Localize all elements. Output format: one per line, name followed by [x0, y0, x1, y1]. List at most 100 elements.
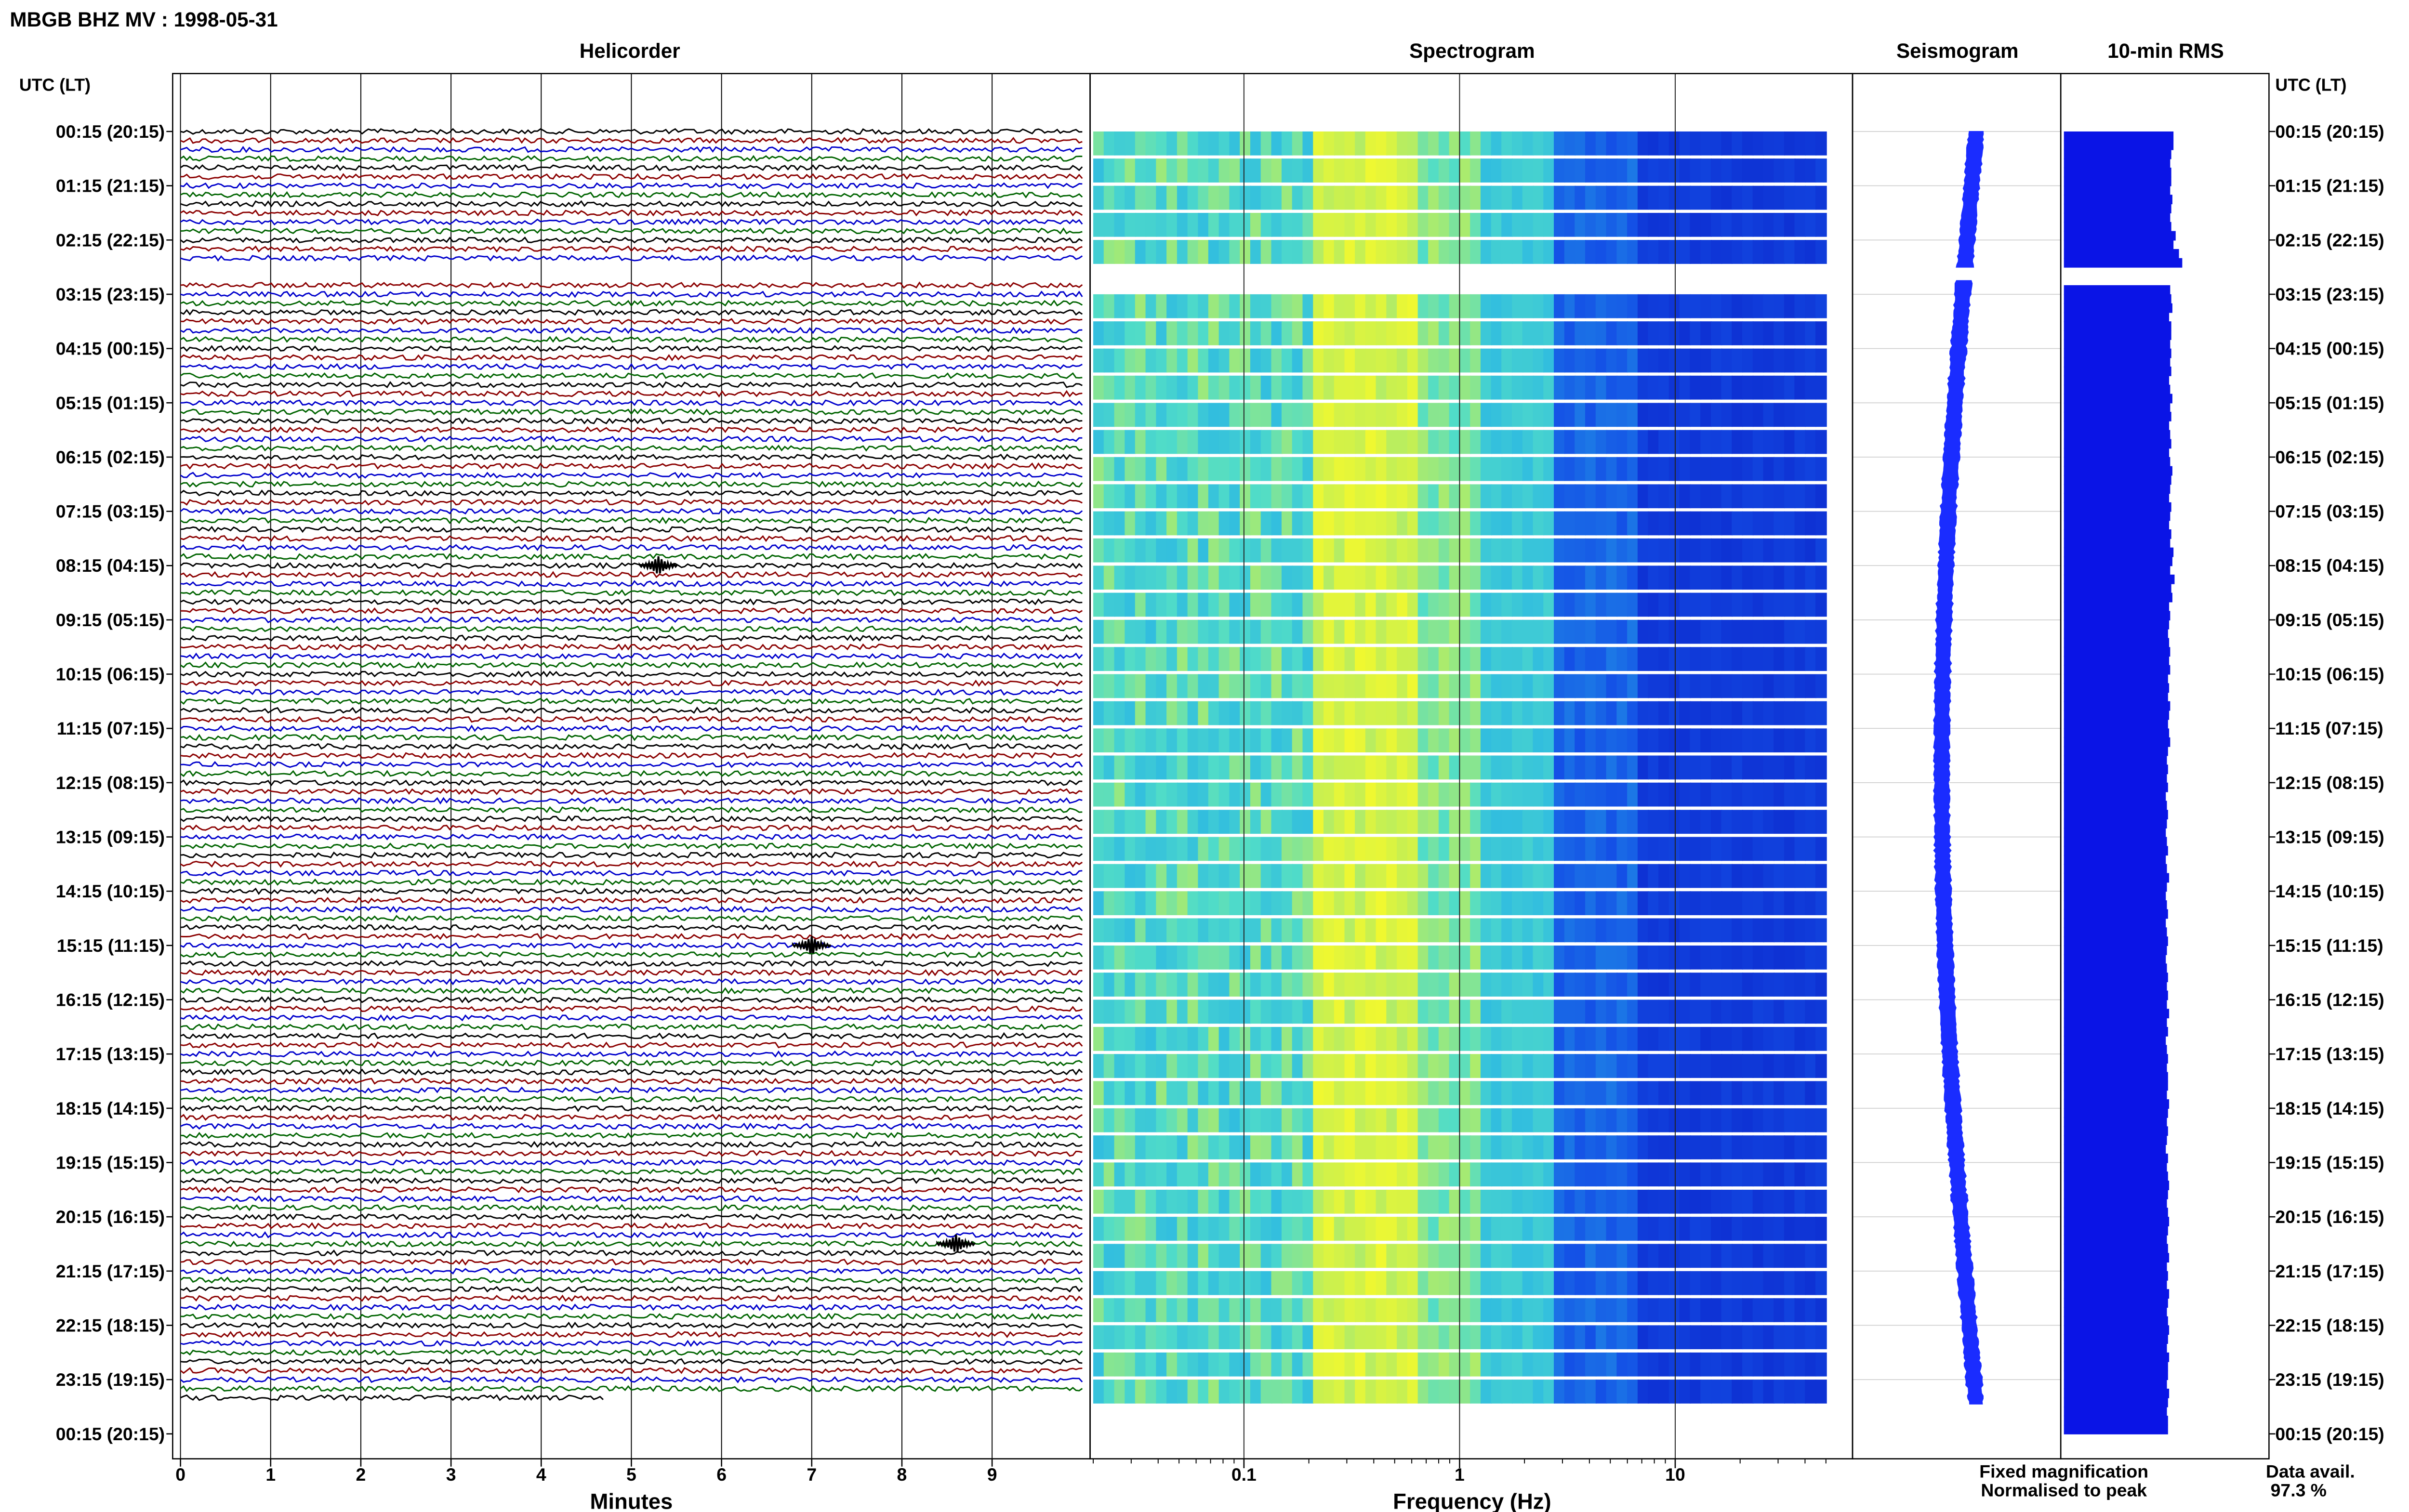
spectrogram-cell — [1240, 864, 1251, 888]
spectrogram-cell — [1156, 755, 1168, 780]
spectrogram-cell — [1763, 728, 1775, 753]
spectrogram-cell — [1742, 1189, 1754, 1214]
spectrogram-cell — [1177, 375, 1189, 400]
spectrogram-cell — [1585, 484, 1597, 509]
spectrogram-cell — [1302, 1108, 1314, 1132]
spectrogram-cell — [1575, 1054, 1586, 1078]
spectrogram-cell — [1198, 212, 1210, 237]
spectrogram-cell — [1271, 674, 1283, 698]
time-label-left: 19:15 (15:15) — [56, 1152, 165, 1172]
spectrogram-cell — [1386, 647, 1398, 671]
spectrogram-cell — [1575, 1352, 1586, 1377]
spectrogram-cell — [1198, 837, 1210, 861]
spectrogram-cell — [1271, 592, 1283, 617]
spectrogram-cell — [1344, 375, 1356, 400]
spectrogram-cell — [1302, 294, 1314, 318]
spectrogram-cell — [1564, 430, 1576, 454]
helicorder-trace — [180, 743, 1083, 750]
spectrogram-cell — [1125, 1026, 1137, 1051]
spectrogram-cell — [1459, 1298, 1471, 1322]
spectrogram-cell — [1386, 1054, 1398, 1078]
spectrogram-cell — [1690, 810, 1702, 834]
spectrogram-cell — [1208, 973, 1220, 997]
spectrogram-cell — [1365, 1054, 1377, 1078]
spectrogram-cell — [1125, 1244, 1137, 1268]
spectrogram-cell — [1774, 1380, 1785, 1404]
spectrogram-cell — [1187, 918, 1199, 943]
spectrogram-cell — [1313, 891, 1324, 915]
spectrogram-cell — [1229, 131, 1241, 156]
spectrogram-cell — [1564, 158, 1576, 183]
spectrogram-cell — [1501, 674, 1513, 698]
spectrogram-cell — [1752, 674, 1764, 698]
spectrogram-cell — [1710, 457, 1722, 481]
spectrogram-cell — [1187, 891, 1199, 915]
helicorder-trace — [180, 960, 1083, 967]
spectrogram-cell — [1732, 674, 1743, 698]
spectrogram-cell — [1438, 946, 1450, 970]
rms-bar — [2064, 185, 2171, 196]
spectrogram-cell — [1187, 1135, 1199, 1159]
spectrogram-cell — [1428, 647, 1440, 671]
spectrogram-cell — [1093, 1271, 1105, 1295]
spectrogram-cell — [1428, 918, 1440, 943]
spectrogram-cell — [1292, 728, 1304, 753]
spectrogram-cell — [1229, 999, 1241, 1024]
spectrogram-cell — [1480, 1135, 1492, 1159]
spectrogram-cell — [1752, 565, 1764, 590]
spectrogram-cell — [1794, 946, 1806, 970]
spectrogram-cell — [1114, 131, 1126, 156]
spectrogram-cell — [1690, 1352, 1702, 1377]
spectrogram-cell — [1250, 1162, 1262, 1187]
spectrogram-cell — [1679, 728, 1691, 753]
spectrogram-cell — [1511, 1162, 1523, 1187]
spectrogram-cell — [1774, 973, 1785, 997]
spectrogram-cell — [1417, 592, 1430, 617]
spectrogram-cell — [1459, 1352, 1471, 1377]
spectrogram-cell — [1774, 348, 1785, 373]
spectrogram-cell — [1428, 782, 1440, 807]
helicorder-trace — [180, 616, 1083, 624]
spectrogram-cell — [1763, 240, 1775, 264]
spectrogram-cell — [1229, 973, 1241, 997]
spectrogram-cell — [1668, 592, 1681, 617]
spectrogram-cell — [1511, 321, 1523, 345]
spectrogram-cell — [1260, 1026, 1272, 1051]
spectrogram-cell — [1637, 1054, 1649, 1078]
helicorder-trace — [180, 164, 1083, 171]
spectrogram-cell — [1449, 1380, 1461, 1404]
helicorder-trace — [180, 281, 1083, 289]
spectrogram-cell — [1470, 1162, 1482, 1187]
spectrogram-cell — [1198, 946, 1210, 970]
spectrogram-cell — [1145, 430, 1157, 454]
spectrogram-cell — [1281, 1162, 1293, 1187]
spectrogram-cell — [1794, 755, 1806, 780]
spectrogram-cell — [1093, 185, 1105, 210]
spectrogram-cell — [1260, 999, 1272, 1024]
spectrogram-cell — [1700, 1189, 1712, 1214]
spectrogram-cell — [1240, 1325, 1251, 1350]
spectrogram-cell — [1135, 131, 1147, 156]
spectrogram-cell — [1459, 728, 1471, 753]
spectrogram-cell — [1554, 592, 1565, 617]
spectrogram-cell — [1752, 1108, 1764, 1132]
spectrogram-cell — [1522, 864, 1534, 888]
rms-bar — [2064, 774, 2167, 784]
spectrogram-cell — [1438, 511, 1450, 536]
spectrogram-cell — [1459, 810, 1471, 834]
spectrogram-cell — [1564, 1352, 1576, 1377]
spectrogram-cell — [1752, 240, 1764, 264]
spectrogram-cell — [1648, 511, 1660, 536]
spectrogram-cell — [1355, 131, 1366, 156]
spectrogram-cell — [1208, 1244, 1220, 1268]
spectrogram-cell — [1177, 294, 1189, 318]
spectrogram-cell — [1794, 864, 1806, 888]
spectrogram-cell — [1449, 918, 1461, 943]
spectrogram-cell — [1198, 647, 1210, 671]
spectrogram-cell — [1470, 1217, 1482, 1241]
spectrogram-cell — [1543, 1162, 1555, 1187]
spectrogram-cell — [1250, 294, 1262, 318]
spectrogram-cell — [1177, 1244, 1189, 1268]
spectrogram-cell — [1679, 1325, 1691, 1350]
helicorder-trace — [180, 155, 1083, 162]
